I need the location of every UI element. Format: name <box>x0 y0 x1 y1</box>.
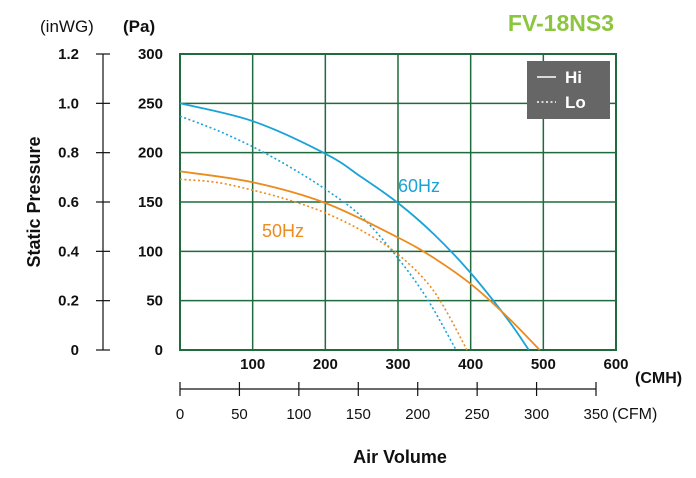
y-secondary-tick-label: 0 <box>71 342 79 359</box>
y-secondary-tick-label: 1.2 <box>58 46 79 63</box>
legend-box <box>527 61 610 119</box>
x-secondary-tick-label: 0 <box>176 406 184 423</box>
x-primary-tick-label: 400 <box>458 356 483 373</box>
x-secondary-tick-label: 250 <box>465 406 490 423</box>
x-axis-title: Air Volume <box>353 447 447 467</box>
series-line-60hz-hi <box>179 102 530 351</box>
legend: Hi Lo <box>527 61 610 119</box>
y-secondary-tick-label: 0.6 <box>58 194 79 211</box>
y-primary-tick-label: 100 <box>138 243 163 260</box>
series-line-50hz-hi <box>179 170 541 351</box>
y-secondary-tick-label: 0.2 <box>58 293 79 310</box>
y-axis-title: Static Pressure <box>24 136 44 267</box>
x-secondary-tick-label: 300 <box>524 406 549 423</box>
y-primary-tick-label: 50 <box>146 293 163 310</box>
y-secondary-tick-label: 0.4 <box>58 243 80 260</box>
annotation-60hz: 60Hz <box>398 176 440 196</box>
x-secondary-tick-label: 100 <box>286 406 311 423</box>
x-primary-tick-label: 500 <box>531 356 556 373</box>
y-primary-tick-label: 200 <box>138 145 163 162</box>
annotation-50hz: 50Hz <box>262 221 304 241</box>
x-primary-tick-label: 100 <box>240 356 265 373</box>
y-primary-tick-label: 250 <box>138 95 163 112</box>
x-primary-tick-label: 600 <box>603 356 628 373</box>
x-secondary-tick-label: 350 <box>583 406 608 423</box>
x-primary-tick-label: 200 <box>313 356 338 373</box>
y-primary-tick-label: 150 <box>138 194 163 211</box>
series-line-60hz-lo <box>179 115 457 351</box>
x-secondary-tick-label: 150 <box>346 406 371 423</box>
y-secondary-tick-label: 0.8 <box>58 145 79 162</box>
x-secondary-unit: (CFM) <box>612 406 657 423</box>
y-secondary-unit: (inWG) <box>40 17 94 36</box>
chart-title: FV-18NS3 <box>508 10 614 36</box>
x-secondary-tick-label: 50 <box>231 406 248 423</box>
legend-label-hi: Hi <box>565 68 582 87</box>
y-primary-tick-label: 300 <box>138 46 163 63</box>
y-primary-unit: (Pa) <box>123 17 155 36</box>
x-primary-unit: (CMH) <box>635 370 682 387</box>
series-line-50hz-lo <box>179 178 468 351</box>
x-primary-tick-label: 300 <box>385 356 410 373</box>
y-secondary-tick-label: 1.0 <box>58 95 79 112</box>
x-secondary-tick-label: 200 <box>405 406 430 423</box>
legend-label-lo: Lo <box>565 93 586 112</box>
y-primary-tick-label: 0 <box>155 342 163 359</box>
